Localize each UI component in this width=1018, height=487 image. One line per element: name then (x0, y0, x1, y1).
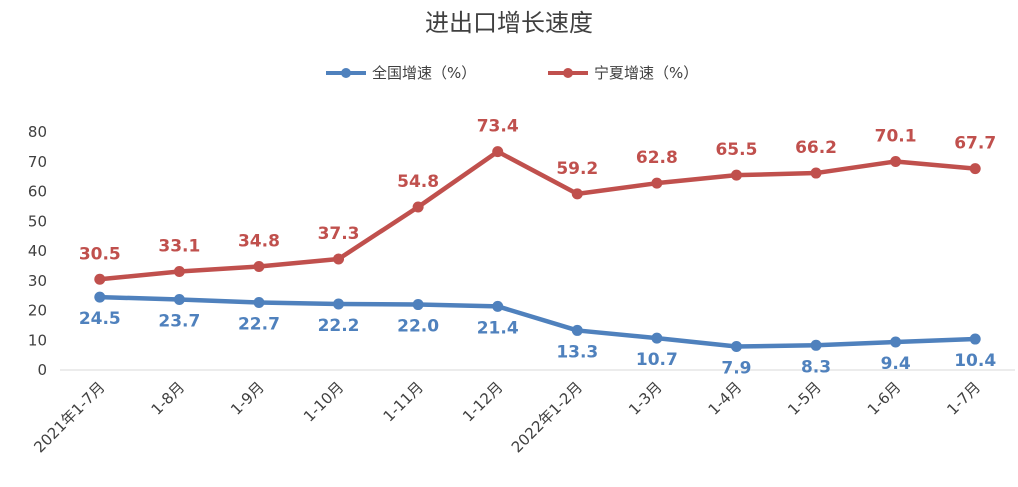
data-point (173, 266, 185, 278)
data-label: 70.1 (875, 126, 917, 146)
x-tick-label: 1-12月 (459, 378, 506, 425)
x-tick-label: 1-9月 (227, 378, 268, 419)
axes: 0 10 20 30 40 50 60 70 80 2021年1-7月 1-8月 1-9月 1-10月 1… (28, 123, 1015, 456)
data-point (94, 291, 106, 303)
data-labels: 24.5 23.7 22.7 22.2 22.0 21.4 13.3 10.7 7.9 8.3 9.… (79, 117, 997, 379)
y-tick-label: 10 (28, 331, 47, 349)
data-label: 21.4 (477, 318, 519, 338)
data-label: 22.0 (397, 317, 439, 337)
x-tick-label: 2021年1-7月 (30, 378, 108, 456)
data-label: 10.4 (954, 351, 996, 371)
data-label: 22.2 (318, 316, 360, 336)
legend: 全国增速（%） 宁夏增速（%） (326, 64, 698, 82)
legend-label: 宁夏增速（%） (594, 64, 698, 82)
x-tick-label: 1-10月 (300, 378, 347, 425)
data-label: 10.7 (636, 350, 678, 370)
data-point (571, 324, 583, 336)
data-label: 13.3 (556, 342, 598, 362)
data-label: 65.5 (715, 140, 757, 160)
data-point (412, 201, 424, 213)
legend-swatch-marker (341, 68, 351, 78)
series-line (97, 294, 978, 349)
data-point (969, 163, 981, 175)
data-point (890, 155, 902, 167)
legend-swatch-marker (563, 68, 573, 78)
data-point (333, 298, 345, 310)
legend-item: 全国增速（%） (326, 64, 476, 82)
y-tick-label: 30 (28, 272, 47, 290)
data-point (492, 300, 504, 312)
x-tick-label: 1-5月 (784, 378, 825, 419)
data-point (969, 333, 981, 345)
x-tick-label: 1-7月 (943, 378, 984, 419)
data-label: 59.2 (556, 159, 598, 179)
data-point (253, 296, 265, 308)
data-label: 22.7 (238, 314, 280, 334)
data-label: 23.7 (158, 311, 200, 331)
chart-title: 进出口增长速度 (425, 9, 593, 37)
data-point (571, 188, 583, 200)
data-point (492, 146, 504, 158)
data-label: 37.3 (318, 224, 360, 244)
y-tick-label: 20 (28, 302, 47, 320)
data-point (412, 299, 424, 311)
data-label: 67.7 (954, 134, 996, 154)
x-tick-label: 1-8月 (148, 378, 189, 419)
data-point (333, 253, 345, 265)
data-point (651, 332, 663, 344)
data-label: 73.4 (477, 117, 519, 137)
data-label: 24.5 (79, 309, 121, 329)
data-label: 66.2 (795, 138, 837, 158)
data-point (810, 339, 822, 351)
data-label: 30.5 (79, 244, 121, 264)
y-tick-label: 40 (28, 242, 47, 260)
legend-item: 宁夏增速（%） (548, 64, 698, 82)
data-label: 54.8 (397, 172, 439, 192)
y-tick-label: 80 (28, 123, 47, 141)
x-tick-label: 2022年1-2月 (508, 378, 586, 456)
data-point (730, 340, 742, 352)
y-tick-label: 60 (28, 183, 47, 201)
x-tick-label: 1-3月 (625, 378, 666, 419)
data-point (651, 177, 663, 189)
data-point (253, 260, 265, 272)
y-tick-label: 50 (28, 212, 47, 230)
data-label: 34.8 (238, 231, 280, 251)
data-label: 9.4 (881, 354, 911, 374)
series-layer (94, 146, 981, 352)
data-label: 33.1 (158, 237, 200, 257)
series-line (97, 149, 978, 282)
data-label: 8.3 (801, 357, 831, 377)
y-tick-label: 70 (28, 153, 47, 171)
data-point (173, 293, 185, 305)
legend-label: 全国增速（%） (372, 64, 476, 82)
data-point (890, 336, 902, 348)
x-tick-label: 1-4月 (705, 378, 746, 419)
data-label: 62.8 (636, 148, 678, 168)
data-point (94, 273, 106, 285)
data-label: 7.9 (721, 358, 751, 378)
data-point (810, 167, 822, 179)
x-tick-label: 1-6月 (864, 378, 905, 419)
x-tick-label: 1-11月 (380, 378, 427, 425)
data-point (730, 169, 742, 181)
y-tick-label: 0 (37, 361, 47, 379)
